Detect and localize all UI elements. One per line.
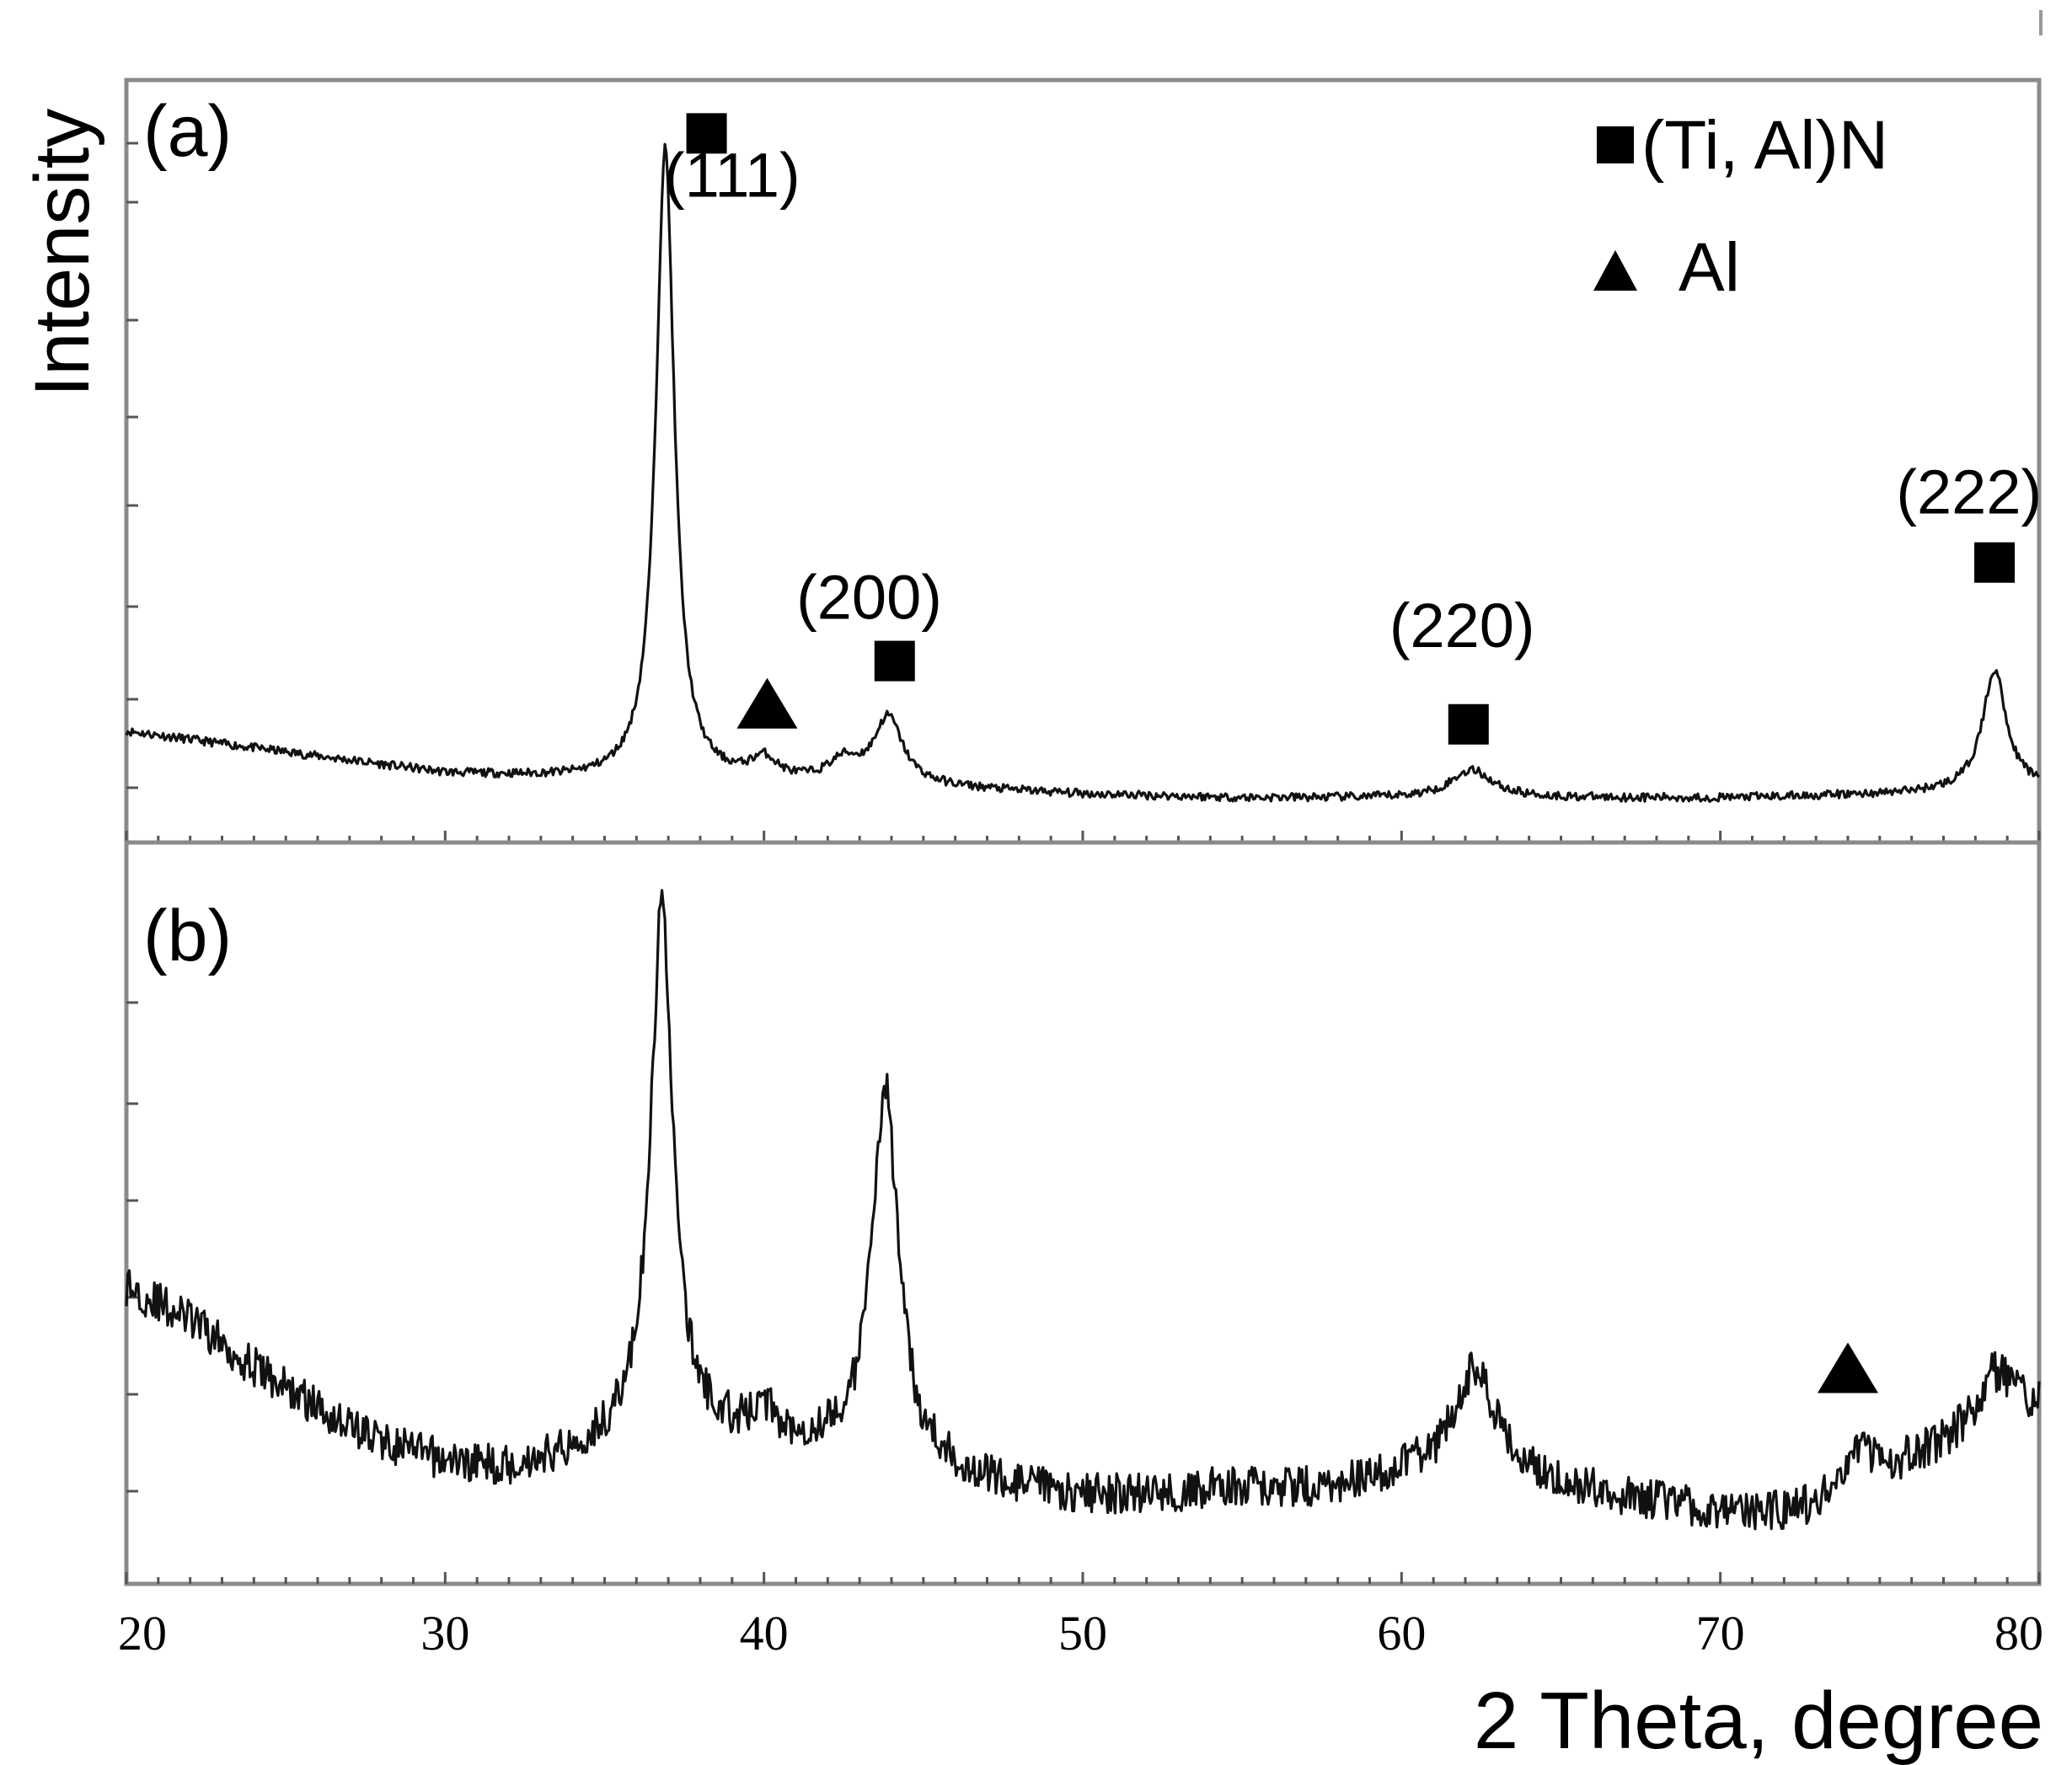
x-tick-label: 70 [1696,1606,1745,1661]
legend-square-marker [1597,126,1634,163]
panel-a-yticks [126,142,138,789]
peak-miller-index-label: (111) [664,141,800,211]
panel-b-diffraction-line [125,889,2041,1531]
legend-label-tialn: (Ti, Al)N [1641,107,1888,184]
x-tick-label: 30 [420,1606,469,1661]
peak-square-marker [1448,703,1489,745]
legend-label-al: Al [1678,229,1740,306]
peak-triangle-marker [1818,1342,1878,1393]
panel-b-annotations [1818,1342,1878,1393]
panel-b-x-minor-ticks [125,1572,2041,1584]
legend-triangle-marker [1593,250,1637,291]
x-tick-label: 40 [740,1606,789,1661]
panel-a-diffraction-line [125,142,2041,803]
x-axis-title: 2 Theta, degree [1474,1676,2043,1765]
y-axis-title: Intensity [19,109,105,398]
peak-miller-index-label: (220) [1389,591,1535,661]
x-tick-label: 80 [1994,1606,2043,1661]
peak-square-marker [686,113,727,154]
legend: (Ti, Al)N Al [1593,107,1888,306]
panel-b-label: (b) [143,896,232,976]
x-tick-label: 20 [118,1606,167,1661]
peak-miller-index-label: (222) [1896,457,2042,527]
panel-b: (b) [124,840,2042,1586]
x-tick-labels: 20 30 40 50 60 70 80 [118,1606,2043,1661]
peak-triangle-marker [736,677,798,729]
peak-square-marker [874,640,915,682]
peak-square-marker [1974,542,2016,583]
panel-a-label: (a) [143,91,232,172]
x-tick-label: 50 [1058,1606,1107,1661]
peak-miller-index-label: (200) [796,563,942,633]
panel-a-annotations: (111) (200) (220) (222) [664,113,2042,745]
panel-b-yticks [126,1001,138,1493]
x-tick-label: 60 [1377,1606,1426,1661]
